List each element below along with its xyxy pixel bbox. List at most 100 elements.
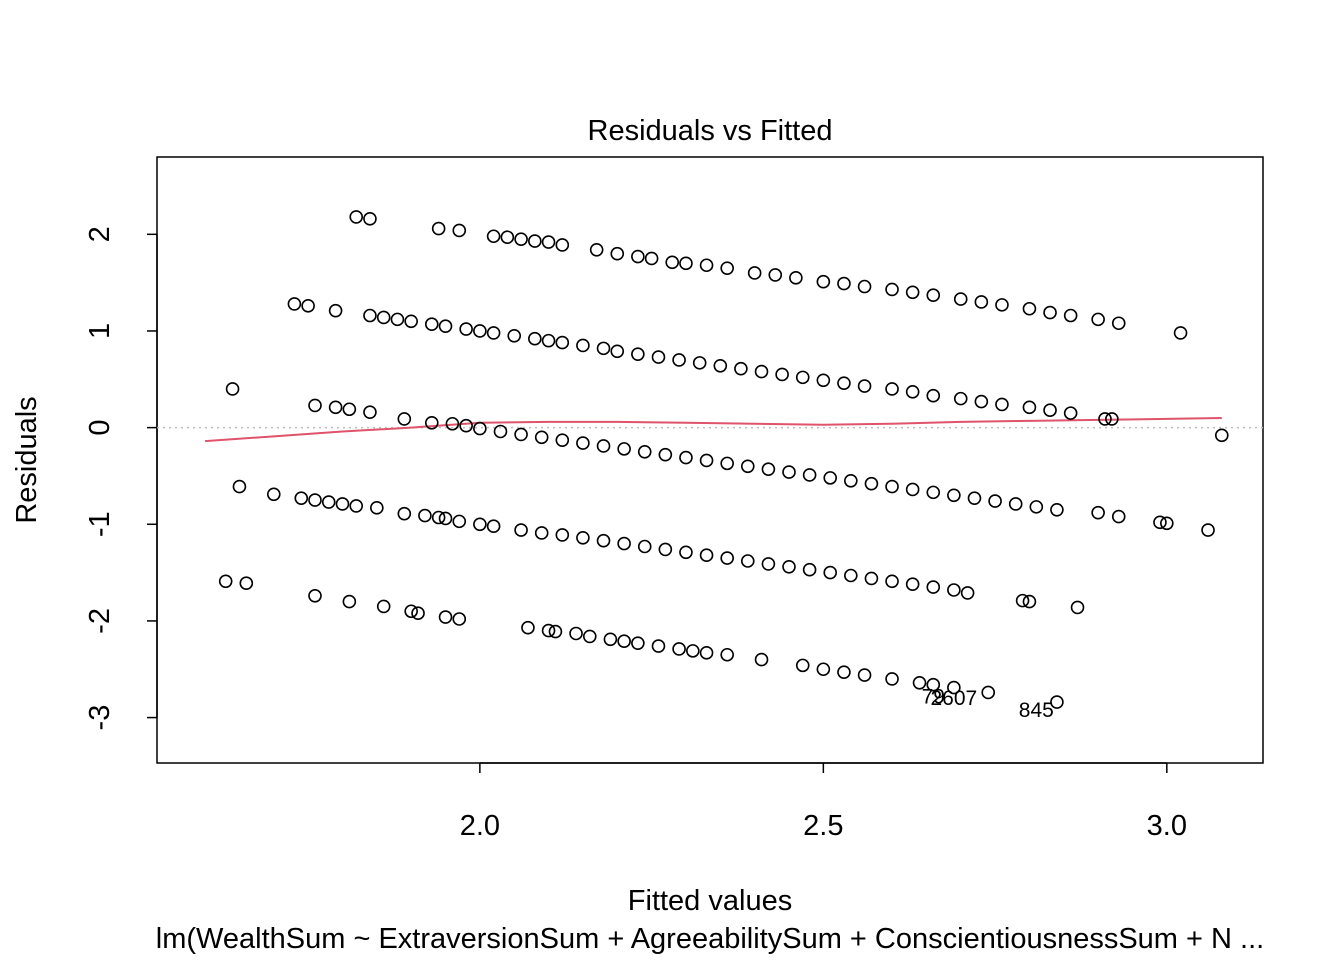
residual-point [617, 442, 631, 456]
residual-point [713, 358, 728, 373]
residual-point [287, 297, 302, 311]
y-tick-label: -2 [84, 608, 116, 634]
residual-point [1043, 403, 1057, 418]
residual-point [541, 623, 556, 638]
outlier-label: 2607 [931, 687, 978, 710]
residual-point [452, 223, 467, 238]
residual-point [953, 391, 968, 406]
residual-point [363, 308, 377, 323]
residual-point [837, 276, 851, 291]
residual-point [637, 444, 652, 459]
residual-point [500, 230, 515, 245]
residual-point [452, 514, 467, 529]
residual-point [431, 221, 446, 236]
residual-point [555, 238, 570, 252]
model-formula-subtitle: lm(WealthSum ~ ExtraversionSum + Agreeab… [156, 923, 1264, 955]
residual-point [1022, 301, 1037, 316]
residual-point [1153, 515, 1167, 530]
residual-point [631, 636, 645, 650]
residual-point [424, 317, 439, 332]
residual-point [225, 382, 240, 396]
residual-point [1050, 502, 1064, 517]
residual-point [775, 367, 789, 382]
residual-point [947, 583, 961, 597]
residual-point [294, 491, 309, 505]
residual-point [823, 565, 838, 580]
residual-point [569, 626, 583, 641]
residual-point [926, 288, 941, 303]
residual-point [404, 314, 418, 329]
residual-point [589, 242, 604, 257]
residual-point [438, 319, 453, 333]
residual-point [665, 255, 680, 270]
residual-point [452, 612, 467, 626]
residual-point [308, 493, 322, 507]
residual-point [555, 433, 570, 447]
residual-point [1173, 326, 1188, 340]
residual-point [947, 488, 961, 503]
residual-point [541, 235, 556, 249]
residual-point [905, 577, 920, 591]
residual-point [885, 574, 899, 589]
residual-point [1008, 497, 1023, 511]
residual-point [1070, 600, 1085, 615]
residual-point [404, 604, 418, 619]
residual-point [1063, 406, 1078, 420]
residual-point [493, 424, 508, 439]
residual-point [864, 571, 879, 586]
residual-point [321, 495, 336, 509]
residual-point [816, 373, 831, 388]
residual-point [541, 333, 556, 348]
residual-point [631, 249, 645, 264]
residual-point [342, 594, 357, 609]
outlier-label: 845 [1019, 699, 1054, 722]
residual-point [397, 506, 412, 521]
residual-point [974, 394, 989, 409]
residual-point [823, 471, 838, 485]
residual-point [967, 491, 982, 505]
residual-point [720, 551, 734, 565]
residual-point [349, 210, 364, 224]
residual-point [328, 303, 343, 318]
residual-point [740, 459, 755, 474]
residual-point [596, 439, 611, 453]
residual-point [789, 271, 803, 285]
residual-point [486, 519, 501, 534]
residual-point [534, 526, 549, 540]
residual-point [218, 574, 233, 589]
residual-point [555, 528, 570, 542]
x-axis-label: Fitted values [628, 885, 792, 917]
residual-point [438, 610, 453, 624]
residual-point [912, 675, 927, 690]
residual-point [239, 576, 254, 591]
residual-point [308, 398, 322, 413]
residual-point [438, 511, 453, 526]
residual-point [720, 456, 734, 471]
residual-point [837, 376, 851, 390]
y-axis-label: Residuals [11, 396, 43, 523]
residual-point [397, 412, 412, 426]
residual-point [761, 557, 776, 571]
residual-point [459, 418, 473, 433]
chart-title: Residuals vs Fitted [588, 115, 833, 147]
residual-point [802, 468, 817, 482]
residual-point [1111, 509, 1126, 524]
residual-point [837, 665, 851, 679]
residual-point [335, 497, 350, 511]
residual-point [1105, 412, 1119, 426]
residual-point [514, 523, 528, 537]
residual-point [514, 427, 528, 442]
x-axis: 2.0 2.5 3.0 [460, 762, 1187, 842]
residual-point [885, 282, 899, 297]
residual-point [610, 246, 625, 261]
residual-point [363, 405, 377, 419]
residual-point [548, 624, 563, 639]
residual-point [926, 580, 941, 594]
residual-point [747, 266, 762, 280]
residual-point [486, 229, 501, 244]
residual-point [754, 364, 769, 379]
residual-point [411, 606, 425, 620]
residual-point [390, 312, 405, 327]
residual-point [1214, 428, 1229, 443]
